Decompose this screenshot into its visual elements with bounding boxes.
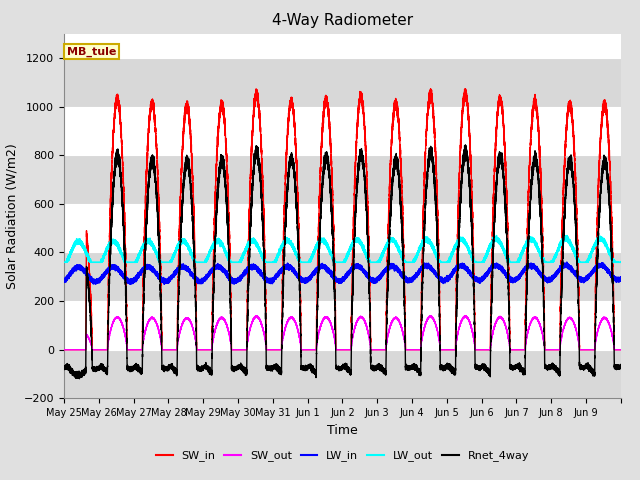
Bar [64,252,621,301]
Bar [64,58,621,107]
Bar [64,350,621,398]
Legend: SW_in, SW_out, LW_in, LW_out, Rnet_4way: SW_in, SW_out, LW_in, LW_out, Rnet_4way [152,446,533,466]
Title: 4-Way Radiometer: 4-Way Radiometer [272,13,413,28]
X-axis label: Time: Time [327,424,358,437]
Y-axis label: Solar Radiation (W/m2): Solar Radiation (W/m2) [5,143,18,289]
Bar [64,155,621,204]
Text: MB_tule: MB_tule [67,47,116,57]
